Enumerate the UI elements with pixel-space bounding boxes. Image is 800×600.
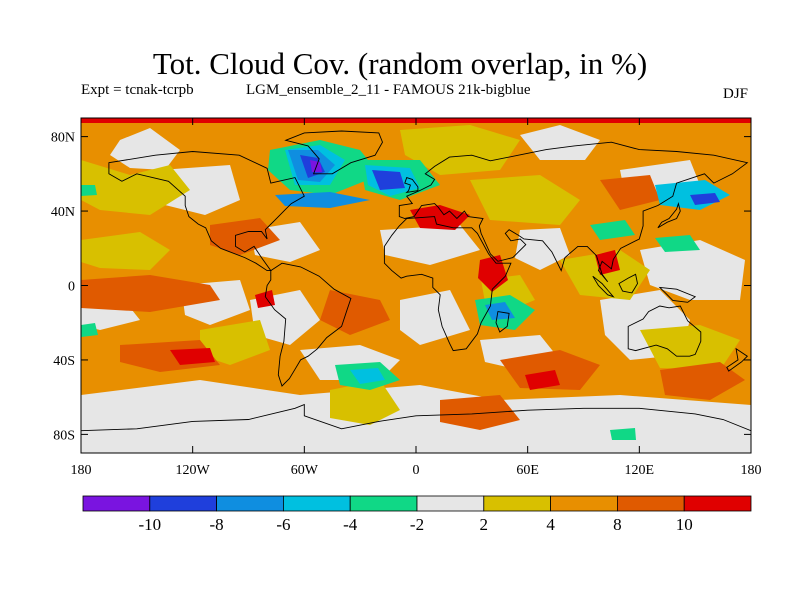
field-patch xyxy=(640,325,740,370)
experiment-label: Expt = tcnak-tcrpb xyxy=(81,82,194,98)
field-patch xyxy=(470,175,580,225)
coastline xyxy=(108,151,305,272)
coastline xyxy=(658,286,697,303)
lon-tick-label: 180 xyxy=(741,463,762,478)
colorbar-swatch xyxy=(550,495,618,512)
field-patch xyxy=(350,368,385,384)
coastline xyxy=(264,262,352,387)
lon-tick-label: 0 xyxy=(413,463,420,478)
colorbar-label: 4 xyxy=(546,515,555,534)
field-patch xyxy=(380,225,480,265)
field-patch xyxy=(81,232,170,270)
field-patch xyxy=(600,175,660,210)
lat-tick-label: 80N xyxy=(51,131,75,146)
field-patch xyxy=(81,323,98,337)
field-patch xyxy=(210,218,280,255)
coastline xyxy=(657,201,681,229)
colorbar-swatch xyxy=(82,495,151,512)
season-label: DJF xyxy=(723,86,749,102)
field-patch xyxy=(120,340,220,372)
field-patch xyxy=(610,428,636,440)
field-patch xyxy=(478,255,508,292)
colorbar-label: -2 xyxy=(410,515,424,534)
colorbar-label: -4 xyxy=(343,515,358,534)
colorbar-swatch xyxy=(617,495,685,512)
field-patch xyxy=(660,362,745,400)
colorbar-label: 8 xyxy=(613,515,622,534)
colorbar-label: -10 xyxy=(138,515,161,534)
coastline xyxy=(404,177,419,194)
lat-tick-label: 40N xyxy=(51,205,75,220)
field-patch xyxy=(500,350,600,390)
field-patch xyxy=(81,185,97,196)
field-patch xyxy=(485,302,515,320)
lon-tick-label: 120W xyxy=(176,463,211,478)
colorbar: -10 -8 -6 -4 -2 2 4 8 10 xyxy=(82,495,752,534)
coastline xyxy=(592,275,615,298)
coastline xyxy=(618,273,638,294)
coastline xyxy=(726,347,749,372)
field-patch xyxy=(310,160,322,172)
colorbar-swatch xyxy=(349,495,418,512)
cloud-cover-field xyxy=(81,118,751,453)
colorbar-swatch xyxy=(216,495,284,512)
coastline xyxy=(398,141,749,283)
field-patch xyxy=(690,193,720,205)
lat-tick-label: 40S xyxy=(53,354,75,369)
field-patch xyxy=(372,170,405,190)
colorbar-label: 10 xyxy=(676,515,693,534)
field-patch xyxy=(440,395,520,430)
lat-tick-label: 0 xyxy=(68,280,75,295)
plot-title: Tot. Cloud Cov. (random overlap, in %) xyxy=(152,46,648,81)
field-patch xyxy=(81,160,190,215)
field-patch xyxy=(400,125,520,175)
field-patch xyxy=(81,380,751,453)
coastline xyxy=(627,305,702,357)
colorbar-label: -6 xyxy=(276,515,290,534)
colorbar-swatch xyxy=(683,495,752,512)
colorbar-swatch xyxy=(282,495,351,512)
field-patch xyxy=(560,250,650,300)
field-patch xyxy=(640,240,745,300)
colorbar-label: -8 xyxy=(210,515,224,534)
colorbar-swatch xyxy=(483,495,551,512)
colorbar-swatch xyxy=(149,495,218,512)
coastlines xyxy=(81,130,751,432)
field-patch xyxy=(410,205,470,230)
coastline xyxy=(383,216,512,352)
lon-tick-label: 60W xyxy=(291,463,319,478)
lon-tick-label: 180 xyxy=(71,463,92,478)
field-patch xyxy=(330,380,400,425)
field-patch xyxy=(275,192,370,208)
field-patch xyxy=(590,220,635,240)
field-patch xyxy=(81,275,220,312)
axis-ticks: 80N 40N 0 40S 80S 180 120W 60W 0 60E 120E 180 xyxy=(51,118,762,478)
ensemble-label: LGM_ensemble_2_11 - FAMOUS 21k-bigblue xyxy=(246,82,531,98)
colorbar-swatch xyxy=(416,495,485,512)
field-patch xyxy=(200,320,270,365)
field-patch xyxy=(595,250,620,275)
lat-tick-label: 80S xyxy=(53,428,75,443)
field-patch xyxy=(170,348,215,365)
coastline xyxy=(284,130,383,175)
colorbar-label: 2 xyxy=(480,515,489,534)
field-patch xyxy=(655,235,700,252)
lon-tick-label: 120E xyxy=(625,463,655,478)
coastline xyxy=(81,403,751,432)
field-patch xyxy=(515,228,570,270)
field-patch xyxy=(400,290,470,345)
coastline xyxy=(495,311,510,333)
lon-tick-label: 60E xyxy=(516,463,539,478)
field-patch xyxy=(525,370,560,390)
field-patch xyxy=(320,290,390,335)
